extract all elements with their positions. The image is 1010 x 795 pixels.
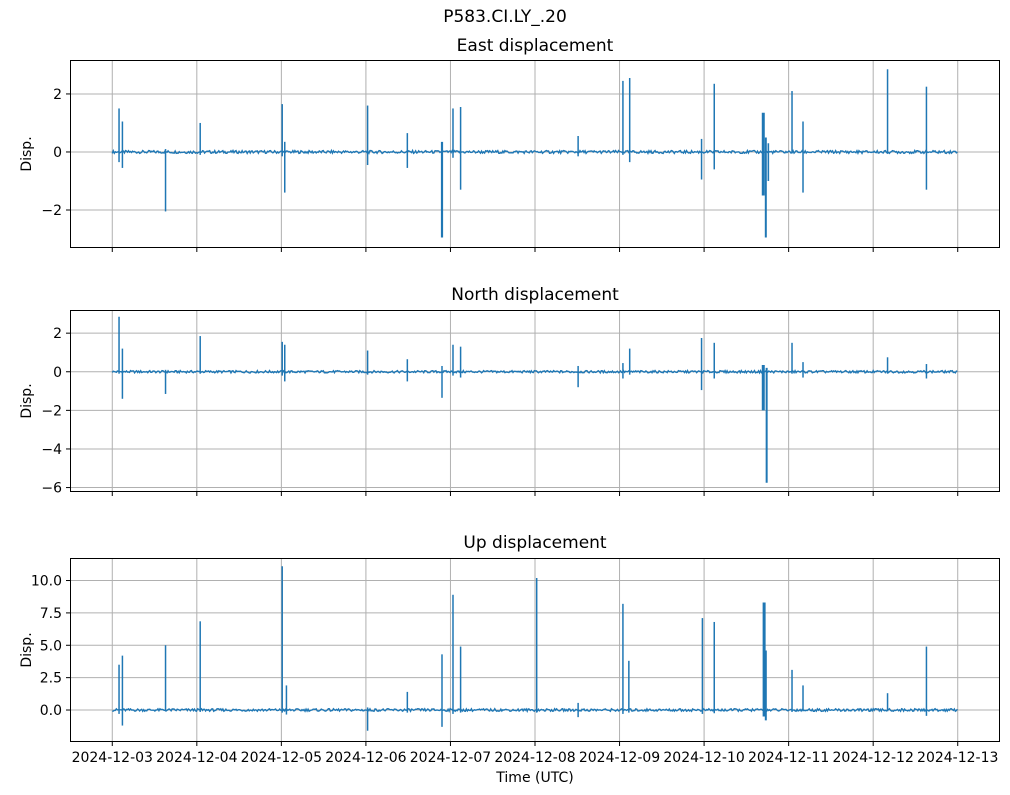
figure-title: P583.CI.LY_.20	[443, 7, 567, 27]
north-y-axis-label: Disp.	[19, 383, 35, 419]
north-displacement-plot: 2 0 −2 −4 −6	[41, 310, 1000, 497]
up-plot-title: Up displacement	[463, 533, 607, 553]
x-tick-label: 2024-12-11	[748, 750, 829, 766]
y-tick-label: −2	[41, 203, 62, 219]
plot-frame	[70, 558, 1000, 742]
east-y-axis-label: Disp.	[19, 136, 35, 172]
y-tick-label: 0	[53, 365, 62, 381]
up-y-axis-label: Disp.	[19, 632, 35, 668]
grid-lines	[70, 310, 1000, 492]
series-line	[111, 316, 958, 483]
series-line	[112, 566, 958, 731]
plot-frame	[70, 60, 1000, 248]
x-tick-label: 2024-12-03	[72, 750, 153, 766]
east-displacement-plot: 2 0 −2	[41, 60, 1000, 252]
grid-lines	[70, 60, 1000, 248]
grid-lines	[70, 558, 1000, 742]
x-tick-label: 2024-12-07	[410, 750, 491, 766]
y-tick-label: 0	[53, 145, 62, 161]
y-tick-label: 7.5	[40, 606, 62, 622]
y-tick-label: −2	[41, 403, 62, 419]
y-tick-label: 0.0	[40, 703, 62, 719]
y-tick-label: −4	[41, 442, 62, 458]
x-tick-label: 2024-12-10	[663, 750, 744, 766]
plot-frame	[70, 310, 1000, 492]
x-tick-label: 2024-12-04	[156, 750, 237, 766]
series-line	[111, 69, 958, 238]
x-tick-label: 2024-12-09	[579, 750, 660, 766]
x-tick-label: 2024-12-13	[917, 750, 998, 766]
axis-ticks	[66, 580, 959, 746]
x-tick-label: 2024-12-08	[494, 750, 575, 766]
north-plot-title: North displacement	[451, 285, 619, 305]
x-axis-label: Time (UTC)	[496, 770, 574, 786]
east-plot-title: East displacement	[456, 36, 614, 56]
y-tick-label: 2	[53, 87, 62, 103]
x-tick-label: 2024-12-06	[325, 750, 406, 766]
x-tick-label: 2024-12-12	[832, 750, 913, 766]
y-tick-label: 2.5	[40, 671, 62, 687]
y-tick-label: −6	[41, 481, 62, 497]
x-tick-label: 2024-12-05	[241, 750, 322, 766]
y-tick-label: 2	[53, 326, 62, 342]
axis-ticks	[66, 332, 959, 496]
y-tick-label: 10.0	[31, 574, 62, 590]
y-tick-label: 5.0	[40, 638, 62, 654]
axis-ticks	[66, 93, 959, 252]
